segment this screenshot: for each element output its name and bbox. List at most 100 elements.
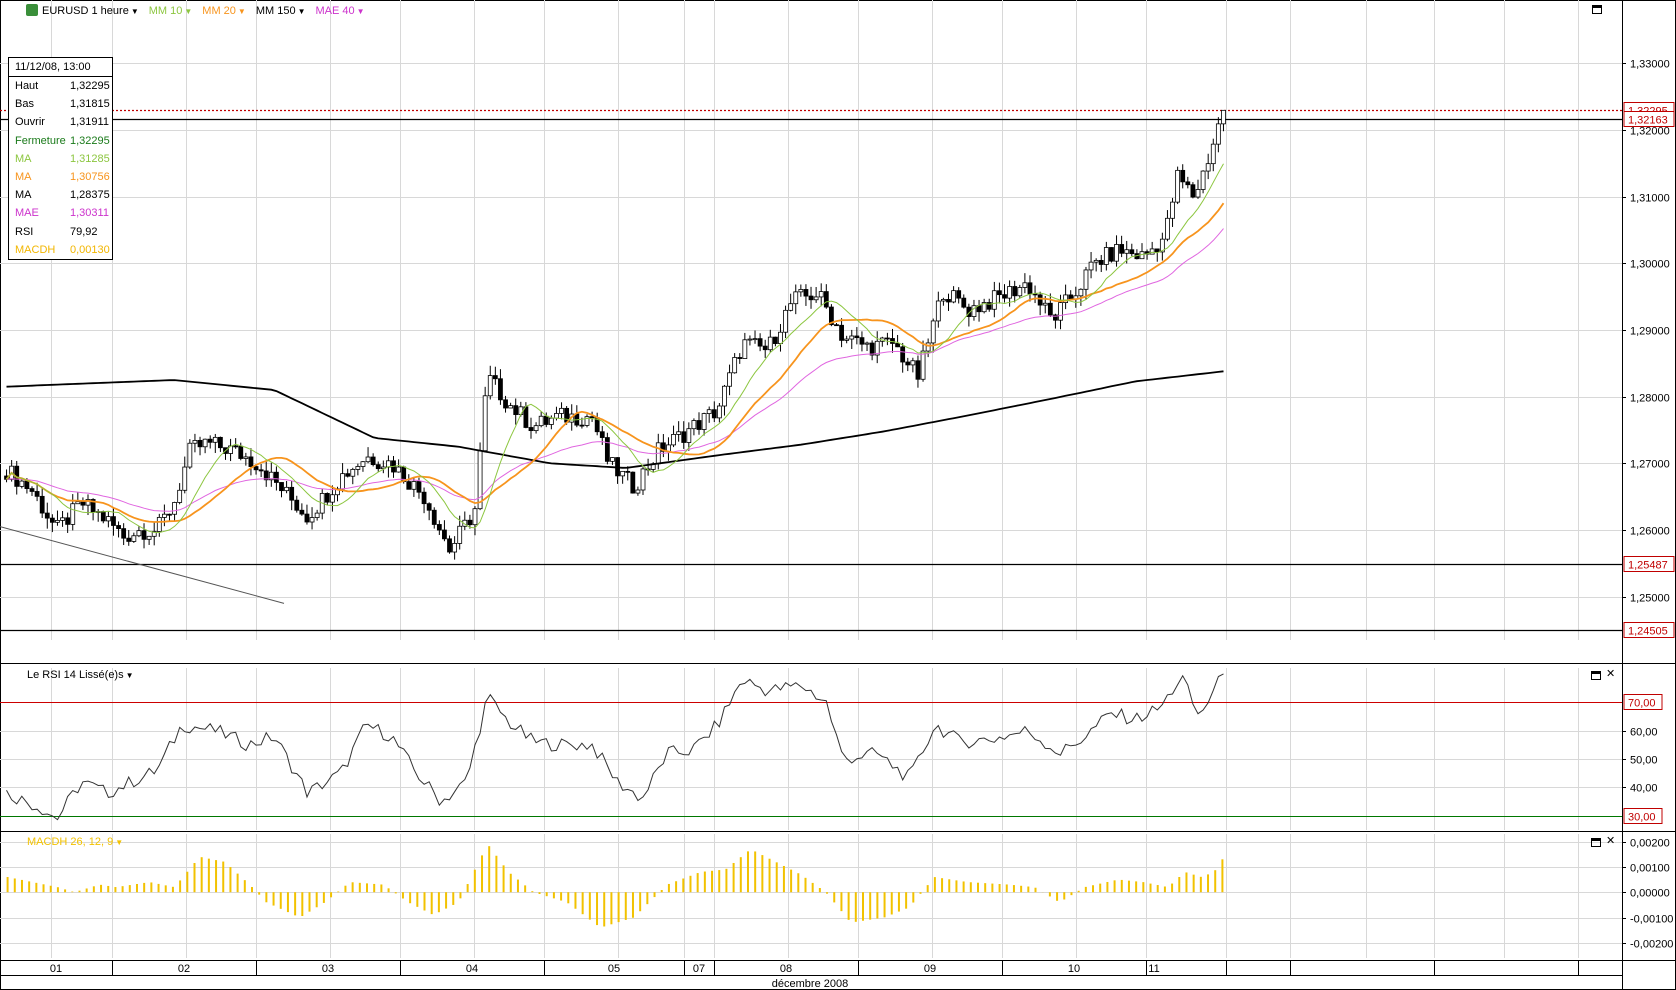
maximize-icon[interactable]: [1592, 5, 1602, 14]
candle-down: [207, 438, 213, 443]
candle-up: [1124, 249, 1130, 254]
candle-down: [447, 538, 452, 553]
candle-up: [360, 461, 366, 467]
candle-down: [49, 517, 55, 523]
candle-up: [105, 516, 111, 522]
indicator-mm20[interactable]: MM 20 ▼: [202, 5, 246, 17]
candle-up: [75, 501, 81, 505]
candle-down: [34, 491, 40, 497]
candle-up: [350, 469, 356, 477]
candle-up: [1205, 163, 1211, 172]
rsi-panel-label[interactable]: Le RSI 14 Lissé(e)s ▼: [27, 669, 134, 681]
candle-up: [55, 520, 60, 523]
candle-down: [503, 399, 508, 409]
macd-panel-label[interactable]: MACDH 26, 12, 9 ▼: [27, 836, 123, 848]
data-window-value: 1,30756: [70, 170, 110, 183]
candle-down: [986, 302, 992, 310]
mm10-line: [6, 163, 1224, 534]
x-axis-day-label: 11: [1148, 963, 1159, 975]
candle-up: [548, 417, 554, 425]
macd-tick-label: -0,00200: [1630, 939, 1673, 951]
rsi-maximize-icon[interactable]: [1591, 671, 1601, 680]
candle-up: [722, 385, 727, 407]
macd-tick-label: 0,00100: [1630, 863, 1670, 875]
candle-up: [778, 331, 783, 344]
candle-down: [29, 488, 35, 492]
x-axis-day-label: 05: [608, 963, 620, 975]
candle-down: [1068, 294, 1074, 300]
candle-up: [1083, 269, 1089, 290]
candle-down: [660, 442, 666, 452]
candle-up: [192, 439, 198, 444]
chevron-down-icon: ▼: [237, 6, 246, 16]
candle-up: [1017, 287, 1023, 297]
candle-up: [1058, 302, 1063, 321]
candle-up: [732, 357, 738, 374]
candle-up: [457, 525, 463, 544]
candle-down: [513, 405, 519, 415]
chevron-down-icon: ▼: [125, 670, 134, 680]
data-window-key: RSI: [15, 225, 34, 238]
candle-down: [803, 289, 809, 297]
candle-down: [1053, 314, 1058, 321]
candle-up: [1103, 247, 1109, 265]
candle-down: [274, 471, 279, 483]
candle-up: [1063, 294, 1069, 303]
mae40-line: [6, 228, 1224, 512]
rsi-close-icon[interactable]: ✕: [1606, 668, 1616, 680]
data-window-row: Haut 1,32295: [9, 77, 112, 95]
chart-toolbar: EURUSD 1 heure ▼ MM 10 ▼ MM 20 ▼ MM 150 ▼ MA…: [42, 3, 365, 19]
candle-down: [895, 343, 900, 348]
y-axis-tick-label: 1,30000: [1630, 259, 1670, 271]
macd-maximize-icon[interactable]: [1591, 838, 1601, 847]
indicator-mm150[interactable]: MM 150 ▼: [256, 5, 306, 17]
candle-up: [935, 300, 941, 322]
candle-down: [869, 342, 875, 356]
symbol-selector[interactable]: EURUSD 1 heure ▼: [42, 5, 139, 17]
candle-down: [885, 337, 890, 340]
candle-up: [849, 335, 855, 340]
candle-up: [411, 481, 417, 490]
candle-down: [859, 337, 865, 345]
candle-up: [610, 457, 615, 462]
candle-down: [431, 509, 437, 525]
data-window-value: 0,00130: [70, 243, 110, 256]
candle-up: [1200, 170, 1206, 190]
y-axis-tick-label: 1,26000: [1630, 526, 1670, 538]
candle-down: [828, 306, 834, 326]
price-flag-label: 1,25487: [1628, 560, 1668, 572]
candle-up: [1149, 248, 1155, 255]
candle-up: [508, 405, 514, 409]
candle-up: [706, 409, 712, 414]
candle-up: [910, 360, 916, 366]
candle-down: [436, 524, 442, 531]
candle-up: [365, 456, 371, 463]
candle-up: [793, 291, 799, 305]
candle-up: [742, 339, 748, 359]
candle-up: [487, 375, 493, 397]
macd-close-icon[interactable]: ✕: [1606, 835, 1616, 847]
indicator-mm10[interactable]: MM 10 ▼: [149, 5, 193, 17]
data-window-key: MA: [15, 170, 32, 183]
candle-down: [915, 360, 921, 380]
candle-up: [284, 486, 289, 492]
candle-down: [39, 495, 45, 514]
candle-up: [70, 503, 76, 525]
candle-up: [396, 466, 402, 473]
indicator-mae40[interactable]: MAE 40 ▼: [316, 5, 365, 17]
candle-up: [355, 466, 361, 470]
macd-tick-label: -0,00100: [1630, 914, 1673, 926]
x-axis-day-label: 03: [322, 963, 334, 975]
macd-label: MACDH 26, 12, 9: [27, 836, 114, 848]
candle-up: [951, 290, 956, 303]
candle-down: [498, 378, 503, 401]
candle-up: [1221, 109, 1226, 125]
data-window-value: 1,32295: [70, 80, 110, 92]
rsi-level-label: 30,00: [1628, 812, 1656, 824]
data-window-row: RSI 79,92: [9, 223, 112, 241]
candle-down: [1047, 302, 1053, 316]
data-window-key: MA: [15, 152, 32, 165]
rsi-label: Le RSI 14 Lissé(e)s: [27, 669, 124, 681]
